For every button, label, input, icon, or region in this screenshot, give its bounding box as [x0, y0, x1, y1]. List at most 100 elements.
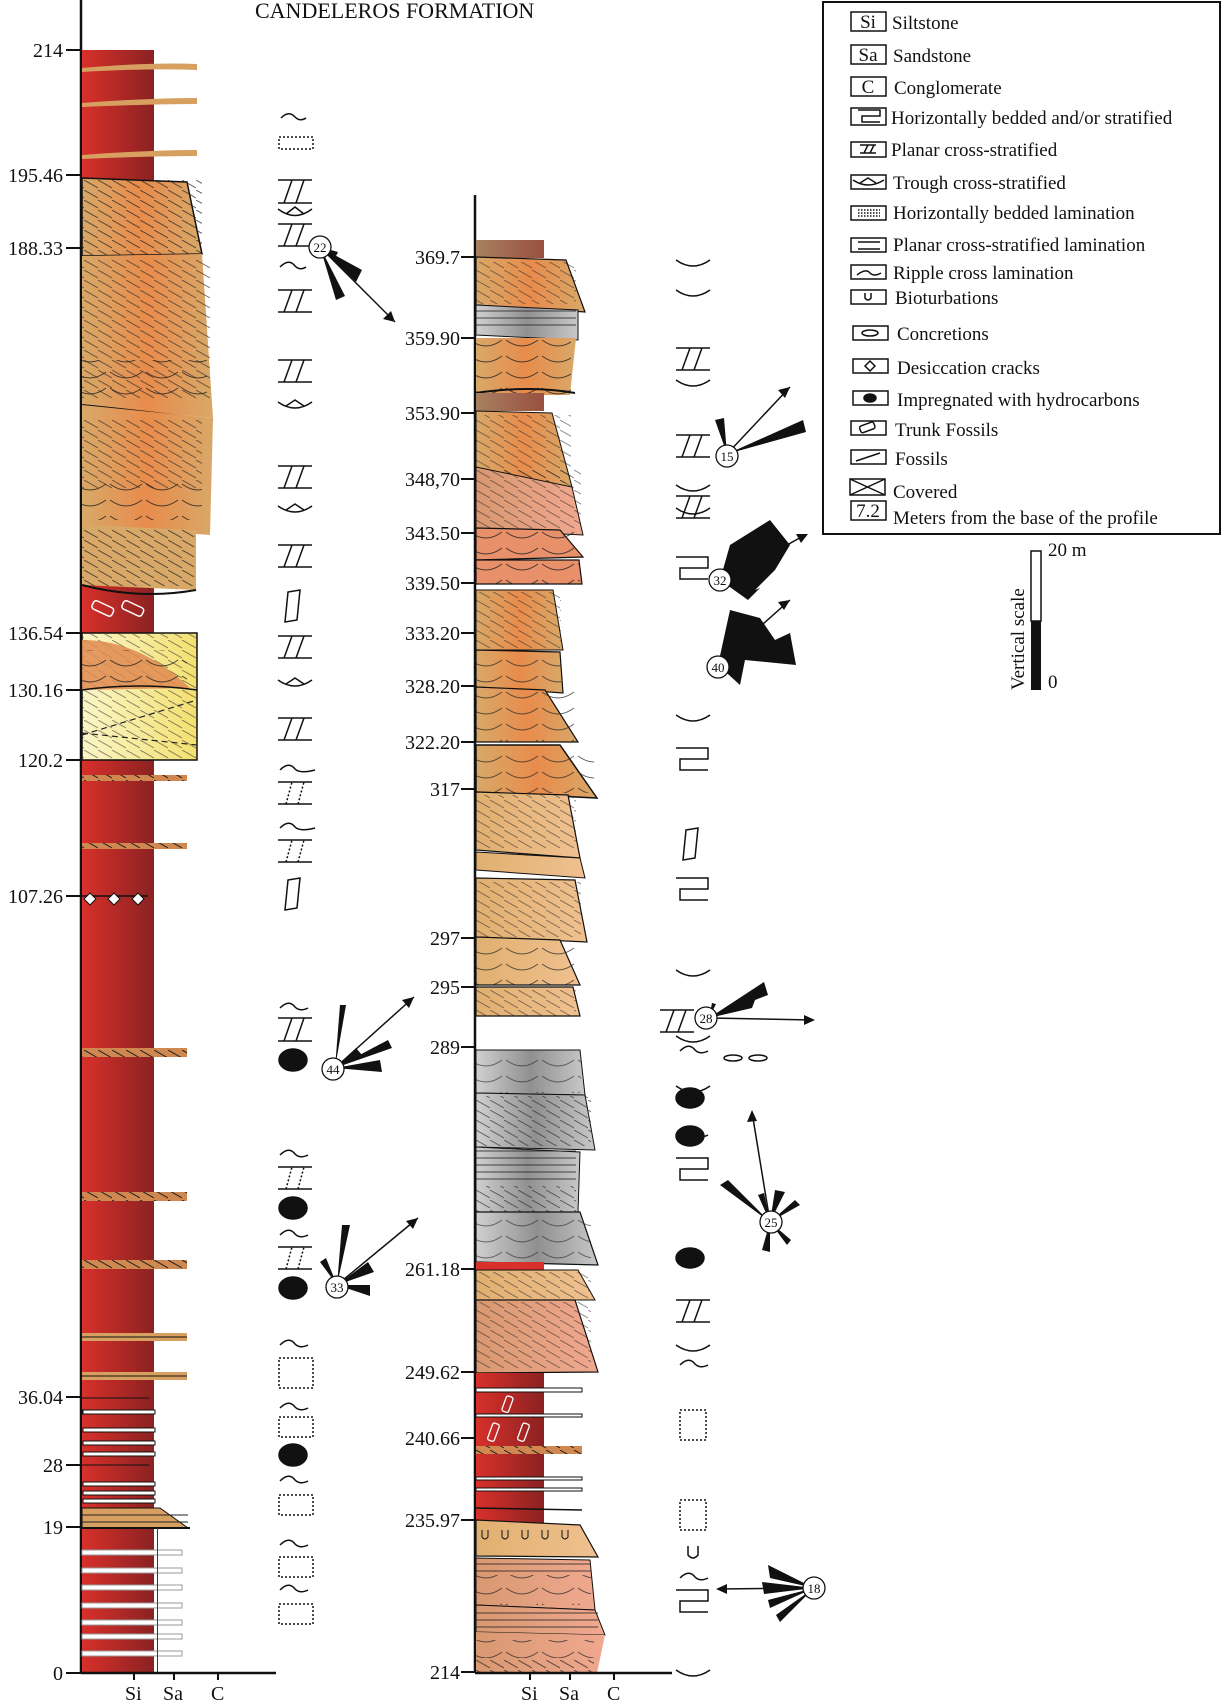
desiccation-crack-icon: [83, 892, 145, 906]
depth-label: 261.18: [405, 1259, 460, 1281]
scale-bottom-label: 0: [1048, 672, 1058, 693]
legend-label: Planar cross-stratified lamination: [893, 235, 1146, 256]
trough-icon: [277, 399, 313, 409]
right-grain-si: Si: [521, 1683, 538, 1704]
planar-cross-icon: [660, 347, 710, 1323]
depth-label: 289: [430, 1037, 460, 1059]
depth-label: 195.46: [8, 165, 63, 187]
hydrocarbon-icon: [278, 1196, 308, 1220]
rose-count: 33: [331, 1280, 344, 1295]
planar-cross-icon: [278, 179, 312, 204]
ripple-icon: [279, 764, 316, 773]
siltstone-swatch: [850, 11, 887, 32]
ripple-icon: [279, 1475, 309, 1484]
planar-cross-lamination-icon: [278, 781, 312, 805]
depth-label: 353.90: [405, 403, 460, 425]
ripple-icon: [279, 1229, 309, 1238]
rose-count: 25: [765, 1215, 778, 1230]
horizontal-bedding-icon: [676, 556, 709, 1613]
depth-label: 359.90: [405, 328, 460, 350]
planar-cross-icon: [278, 465, 312, 489]
fossil-swatch: [850, 449, 887, 465]
legend-label: Sandstone: [893, 46, 971, 67]
right-column: Si Sa C 369.7 359.90 353.90 348,70 343.5…: [405, 195, 826, 1704]
paleocurrent-rose-32: 32: [708, 520, 808, 600]
planar-cross-icon: [278, 359, 312, 383]
trunk-fossil-icon: [682, 827, 699, 861]
paleocurrent-rose-40: 40: [706, 599, 796, 685]
rose-count: 22: [314, 240, 327, 255]
legend-label: Ripple cross lamination: [893, 263, 1074, 284]
depth-label: 235.97: [405, 1510, 460, 1532]
planar-cross-lamination-icon: [278, 1246, 312, 1270]
trough-swatch: [850, 174, 887, 190]
horiz-lamination-icon: [278, 1556, 314, 1578]
left-grain-si: Si: [125, 1683, 142, 1704]
planar-cross-icon: [278, 544, 312, 568]
left-depth-labels: 214 195.46 188.33 136.54 130.16 120.2 10…: [8, 40, 81, 1685]
depth-label: 249.62: [405, 1362, 460, 1384]
legend-label: Trough cross-stratified: [893, 173, 1066, 194]
trough-icon: [277, 503, 313, 513]
left-structure-symbols: [277, 113, 316, 1625]
legend-key: Si: [860, 12, 876, 33]
legend-label: Horizontally bedded and/or stratified: [891, 108, 1173, 129]
concretion-icon: [723, 1054, 743, 1062]
rose-count: 15: [721, 449, 734, 464]
hydrocarbon-icon: [278, 1276, 308, 1300]
ripple-icon: [679, 1129, 709, 1138]
trunk-fossil-icon: [284, 589, 301, 623]
legend-label: Trunk Fossils: [895, 420, 998, 441]
planar-lamination-swatch: [850, 237, 887, 253]
scale-title: Vertical scale: [1008, 588, 1029, 690]
depth-label: 322.20: [405, 732, 460, 754]
trunk-fossil-icon: [487, 1395, 530, 1442]
depth-label: 328.20: [405, 676, 460, 698]
ripple-icon: [279, 261, 307, 270]
legend-label: Fossils: [895, 449, 948, 470]
planar-cross-icon: [278, 717, 312, 741]
legend-label: Siltstone: [892, 13, 959, 34]
hydrocarbon-icon: [675, 1087, 705, 1109]
trunk-fossil-swatch: [850, 420, 887, 436]
depth-label: 317: [430, 779, 460, 801]
planar-cross-icon: [278, 289, 312, 313]
planar-cross-swatch: [850, 141, 887, 158]
ripple-icon: [679, 1359, 709, 1368]
depth-label: 36.04: [18, 1387, 63, 1409]
diagram-title: CANDELEROS FORMATION: [255, 0, 534, 23]
depth-label: 333.20: [405, 623, 460, 645]
hydrocarbon-swatch: [852, 390, 889, 406]
concretion-swatch: [852, 325, 889, 341]
trough-icon: [277, 677, 313, 687]
horiz-bedded-swatch: [850, 107, 887, 126]
planar-cross-icon: [278, 635, 312, 659]
horiz-lamination-icon: [278, 1494, 314, 1516]
right-depth-labels: 369.7 359.90 353.90 348,70 343.50 339.50…: [405, 247, 475, 1684]
right-grain-sa: Sa: [559, 1683, 579, 1704]
trough-icon: [675, 259, 711, 1677]
ripple-icon: [679, 1572, 709, 1581]
ripple-icon: [279, 1584, 309, 1593]
legend-key: Sa: [859, 45, 879, 66]
depth-label: 339.50: [405, 573, 460, 595]
depth-label: 214: [430, 1662, 460, 1684]
depth-label: 297: [430, 928, 460, 950]
horiz-lamination-swatch: [850, 205, 887, 221]
lamination-icon: [278, 136, 314, 150]
legend-label: Meters from the base of the profile: [893, 508, 1158, 529]
ripple-swatch: [850, 264, 887, 280]
conglomerate-swatch: [850, 76, 887, 97]
hydrocarbon-icon: [675, 1247, 705, 1269]
depth-label: 19: [43, 1517, 63, 1539]
ripple-icon: [279, 1002, 309, 1011]
depth-label: 130.16: [8, 680, 63, 702]
paleocurrent-rose-28: 28: [694, 982, 815, 1030]
ripple-icon: [279, 1539, 309, 1548]
depth-label: 295: [430, 977, 460, 999]
rose-count: 44: [327, 1062, 341, 1077]
ripple-icon: [279, 1339, 309, 1348]
paleocurrent-rose-18: 18: [716, 1565, 826, 1622]
legend-key: 7.2: [856, 501, 880, 522]
legend-key: C: [862, 77, 875, 98]
